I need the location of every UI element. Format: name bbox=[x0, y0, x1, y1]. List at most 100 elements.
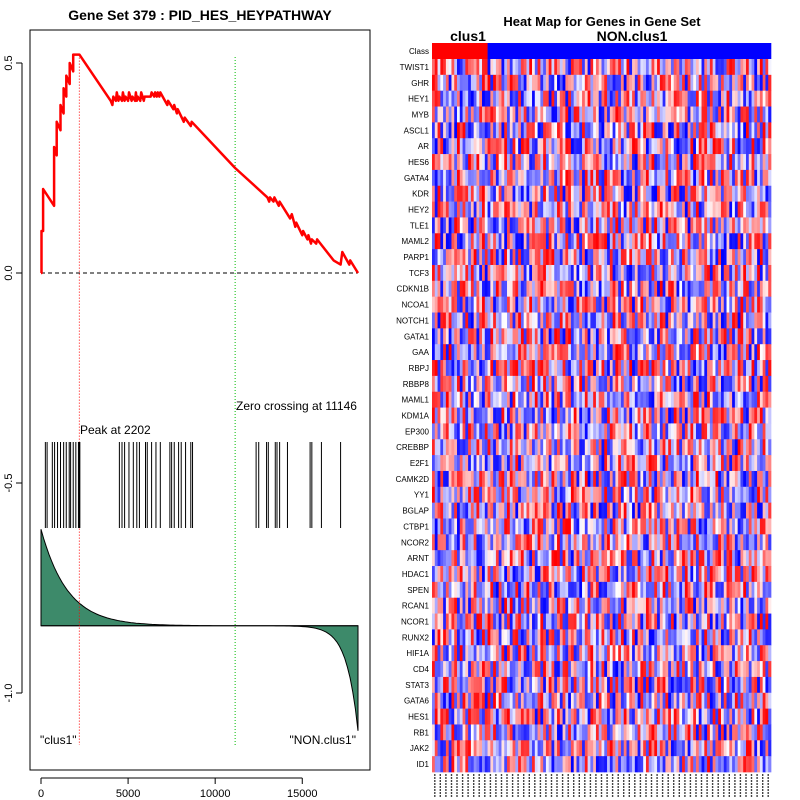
heatmap-cell bbox=[537, 122, 541, 139]
heatmap-cell bbox=[715, 375, 719, 393]
heatmap-cell bbox=[687, 185, 691, 202]
heatmap-cell bbox=[737, 661, 741, 678]
heatmap-cell bbox=[740, 201, 744, 218]
heatmap-cell bbox=[612, 249, 616, 266]
heatmap-cell bbox=[476, 486, 480, 503]
heatmap-cell bbox=[551, 280, 555, 298]
heatmap-cell bbox=[445, 296, 450, 313]
heatmap-cell bbox=[473, 217, 477, 234]
heatmap-cell bbox=[593, 676, 597, 694]
heatmap-cell bbox=[623, 629, 627, 646]
heatmap-cell bbox=[670, 90, 675, 107]
heatmap-cell bbox=[448, 233, 452, 250]
heatmap-cell bbox=[495, 613, 500, 630]
heatmap-cell bbox=[612, 676, 616, 694]
heatmap-cell bbox=[595, 439, 600, 456]
heatmap-cell bbox=[607, 645, 611, 662]
heatmap-cell bbox=[457, 423, 461, 440]
heatmap-cell bbox=[490, 328, 494, 345]
heatmap-cell bbox=[568, 201, 572, 218]
heatmap-cell bbox=[532, 455, 536, 472]
heatmap-cell bbox=[582, 375, 586, 393]
heatmap-cell bbox=[559, 185, 563, 202]
heatmap-cell bbox=[445, 566, 450, 583]
heatmap-cell bbox=[673, 629, 677, 646]
heatmap-cell bbox=[601, 106, 605, 123]
heatmap-cell bbox=[682, 328, 686, 345]
heatmap-cell bbox=[704, 391, 708, 408]
heatmap-cell bbox=[604, 74, 608, 92]
heatmap-cell bbox=[518, 169, 522, 187]
heatmap-cell bbox=[537, 233, 541, 250]
heatmap-cell bbox=[704, 375, 708, 393]
heatmap-cell bbox=[432, 423, 436, 440]
heatmap-cell bbox=[507, 169, 511, 187]
heatmap-cell bbox=[479, 74, 483, 92]
heatmap-cell bbox=[520, 502, 525, 519]
heatmap-cell bbox=[590, 169, 594, 187]
heatmap-cell bbox=[745, 502, 750, 519]
heatmap-cell bbox=[557, 312, 561, 329]
heatmap-cell bbox=[584, 169, 588, 187]
heatmap-cell bbox=[737, 169, 741, 187]
heatmap-cell bbox=[476, 566, 480, 583]
heatmap-cell bbox=[643, 280, 647, 298]
heatmap-cell bbox=[454, 201, 458, 218]
heatmap-cell bbox=[593, 486, 597, 503]
heatmap-cell bbox=[570, 296, 575, 313]
heatmap-cell bbox=[715, 264, 719, 282]
heatmap-cell bbox=[520, 249, 525, 266]
heatmap-cell bbox=[562, 423, 566, 440]
heatmap-cell bbox=[565, 470, 569, 488]
heatmap-cell bbox=[582, 676, 586, 694]
heatmap-cell bbox=[457, 645, 461, 662]
heatmap-cell bbox=[565, 661, 569, 678]
heatmap-cell bbox=[684, 375, 688, 393]
heatmap-cell bbox=[557, 360, 561, 377]
heatmap-cell bbox=[734, 249, 739, 266]
heatmap-cell bbox=[495, 439, 500, 456]
heatmap-cell bbox=[745, 344, 750, 361]
heatmap-cell bbox=[751, 550, 755, 567]
heatmap-cell bbox=[754, 676, 758, 694]
heatmap-cell bbox=[654, 312, 658, 329]
heatmap-cell bbox=[495, 185, 500, 202]
heatmap-cell bbox=[590, 502, 594, 519]
heatmap-cell bbox=[576, 407, 580, 424]
heatmap-cell bbox=[576, 613, 580, 630]
heatmap-cell bbox=[629, 597, 633, 614]
heatmap-cell bbox=[437, 423, 441, 440]
heatmap-cell bbox=[504, 154, 508, 171]
heatmap-cell bbox=[551, 439, 555, 456]
heatmap-cell bbox=[576, 138, 580, 155]
heatmap-cell bbox=[576, 645, 580, 662]
heatmap-cell bbox=[676, 360, 680, 377]
heatmap-cell bbox=[695, 470, 700, 488]
heatmap-cell bbox=[509, 581, 513, 599]
heatmap-cell bbox=[520, 360, 525, 377]
heatmap-cell bbox=[695, 550, 700, 567]
heatmap-cell bbox=[462, 74, 466, 92]
heatmap-cell bbox=[448, 201, 452, 218]
heatmap-cell bbox=[476, 90, 480, 107]
heatmap-cell bbox=[732, 534, 736, 551]
heatmap-cell bbox=[545, 613, 550, 630]
heatmap-cell bbox=[720, 344, 725, 361]
heatmap-cell bbox=[651, 676, 655, 694]
heatmap-cell bbox=[682, 581, 686, 599]
heatmap-cell bbox=[626, 613, 630, 630]
heatmap-cell bbox=[743, 439, 747, 456]
heatmap-cell bbox=[573, 280, 577, 298]
heatmap-cell bbox=[765, 581, 769, 599]
heatmap-cell bbox=[443, 74, 447, 92]
heatmap-cell bbox=[687, 138, 691, 155]
heatmap-cell bbox=[487, 169, 491, 187]
heatmap-cell bbox=[684, 407, 688, 424]
heatmap-cell bbox=[504, 296, 508, 313]
heatmap-cell bbox=[473, 280, 477, 298]
heatmap-cell bbox=[565, 59, 569, 76]
heatmap-cell bbox=[523, 122, 527, 139]
heatmap-cell bbox=[520, 534, 525, 551]
heatmap-cell bbox=[493, 470, 497, 488]
heatmap-cell bbox=[545, 661, 550, 678]
